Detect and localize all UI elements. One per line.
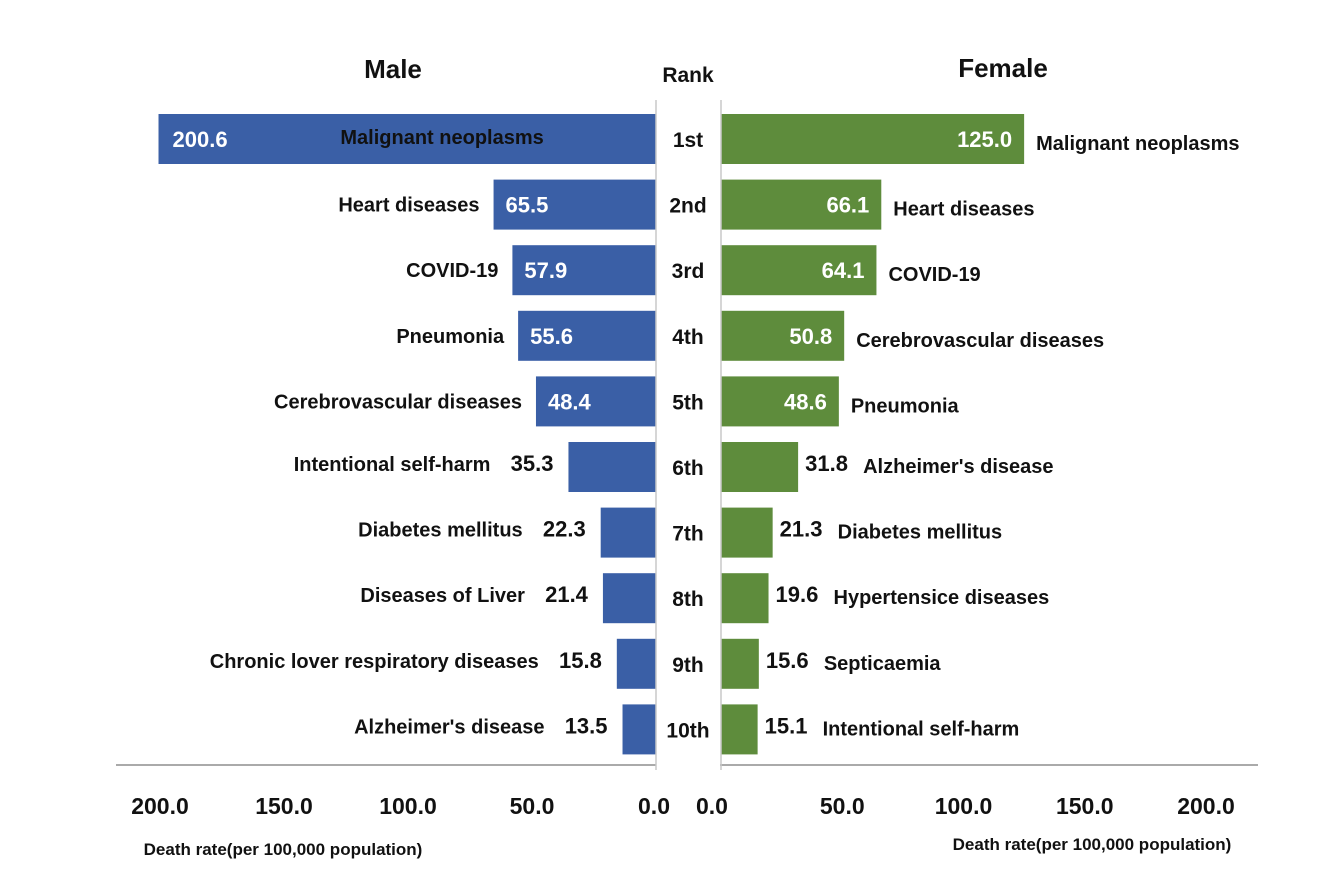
male-bar [518, 310, 656, 361]
female-bar [721, 245, 877, 296]
rank-label: 10th [666, 719, 709, 742]
male-bar [568, 442, 656, 492]
female-category-label: Hypertensice diseases [834, 587, 1050, 609]
female-category-label: Septicaemia [824, 653, 942, 675]
male-bar [602, 573, 656, 624]
female-category-label: Malignant neoplasms [1036, 133, 1239, 155]
male-bar [493, 179, 656, 230]
female-x-tick-label: 150.0 [1056, 793, 1114, 819]
female-category-label: Diabetes mellitus [838, 522, 1003, 544]
male-bar [535, 376, 656, 427]
female-bar [721, 310, 845, 361]
male-bar [622, 704, 656, 755]
female-value-label: 125.0 [957, 127, 1012, 152]
rank-label: 9th [672, 654, 704, 677]
male-category-label: Diseases of Liver [360, 585, 525, 607]
female-series: 125.0 Malignant neoplasms 66.1 Heart diseas… [721, 114, 1240, 755]
male-x-tick-label: 100.0 [379, 793, 437, 819]
male-value-label: 13.5 [565, 713, 608, 738]
female-category-label: Pneumonia [851, 395, 960, 417]
male-category-label: Diabetes mellitus [358, 520, 523, 542]
male-category-label: Cerebrovascular diseases [274, 391, 522, 413]
female-category-label: Cerebrovascular diseases [856, 330, 1104, 352]
male-value-label: 15.8 [559, 648, 602, 673]
male-x-ticks: 0.0 50.0 100.0 150.0 200.0 [131, 793, 670, 819]
female-title: Female [958, 53, 1048, 83]
male-category-label: Pneumonia [396, 326, 505, 348]
female-value-label: 64.1 [822, 258, 865, 283]
male-category-label: COVID-19 [406, 260, 498, 282]
rank-label: 3rd [672, 260, 705, 283]
female-bar [721, 704, 758, 755]
female-x-tick-label: 200.0 [1177, 793, 1235, 819]
male-category-label: Malignant neoplasms [340, 127, 543, 149]
female-value-label: 48.6 [784, 389, 827, 414]
male-value-label: 65.5 [506, 193, 549, 218]
rank-label: 2nd [669, 195, 706, 218]
female-value-label: 66.1 [826, 193, 869, 218]
male-x-tick-label: 50.0 [510, 793, 555, 819]
male-category-label: Chronic lover respiratory diseases [210, 651, 539, 673]
rank-label: 5th [672, 391, 704, 414]
female-bar [721, 376, 839, 427]
male-x-axis-title: Death rate(per 100,000 population) [144, 840, 423, 859]
male-bar [600, 507, 656, 558]
female-value-label: 21.3 [780, 517, 823, 542]
male-category-label: Intentional self-harm [294, 454, 491, 476]
male-x-tick-label: 0.0 [638, 793, 670, 819]
female-value-label: 15.6 [766, 648, 809, 673]
female-bar [721, 179, 882, 230]
rank-header: Rank [662, 64, 714, 87]
male-value-label: 35.3 [511, 451, 554, 476]
rank-label: 1st [673, 129, 703, 152]
male-value-label: 200.6 [173, 127, 228, 152]
female-value-label: 50.8 [789, 324, 832, 349]
male-series: 200.6 Malignant neoplasms 65.5 Heart diseas… [158, 114, 656, 755]
female-bar [721, 507, 773, 558]
rank-column: 1st 2nd 3rd 4th 5th 6th 7th 8th 9th 10th [666, 129, 709, 742]
female-bar [721, 114, 1025, 164]
male-x-tick-label: 150.0 [255, 793, 313, 819]
male-value-label: 55.6 [530, 324, 573, 349]
male-category-label: Heart diseases [338, 195, 479, 217]
male-value-label: 21.4 [545, 582, 589, 607]
rank-label: 6th [672, 457, 704, 480]
female-bar [721, 442, 799, 492]
male-bar [158, 114, 656, 164]
rank-label: 8th [672, 588, 704, 611]
male-bar [616, 638, 656, 689]
female-category-label: Alzheimer's disease [863, 456, 1053, 478]
female-value-label: 19.6 [776, 582, 819, 607]
female-value-label: 15.1 [765, 713, 808, 738]
female-category-label: COVID-19 [888, 264, 980, 286]
female-value-label: 31.8 [805, 451, 848, 476]
female-x-tick-label: 100.0 [935, 793, 993, 819]
male-value-label: 22.3 [543, 517, 586, 542]
female-bar [721, 638, 759, 689]
male-category-label: Alzheimer's disease [354, 716, 544, 738]
female-x-tick-label: 50.0 [820, 793, 865, 819]
female-category-label: Heart diseases [893, 199, 1034, 221]
female-category-label: Intentional self-harm [823, 718, 1020, 740]
male-x-tick-label: 200.0 [131, 793, 189, 819]
female-x-tick-label: 0.0 [696, 793, 728, 819]
male-bar [512, 245, 656, 296]
rank-label: 7th [672, 523, 704, 546]
female-bar [721, 573, 769, 624]
male-value-label: 48.4 [548, 389, 592, 414]
male-title: Male [364, 54, 422, 84]
female-x-axis-title: Death rate(per 100,000 population) [953, 835, 1232, 854]
female-x-ticks: 0.0 50.0 100.0 150.0 200.0 [696, 793, 1235, 819]
male-value-label: 57.9 [524, 258, 567, 283]
rank-label: 4th [672, 326, 704, 349]
